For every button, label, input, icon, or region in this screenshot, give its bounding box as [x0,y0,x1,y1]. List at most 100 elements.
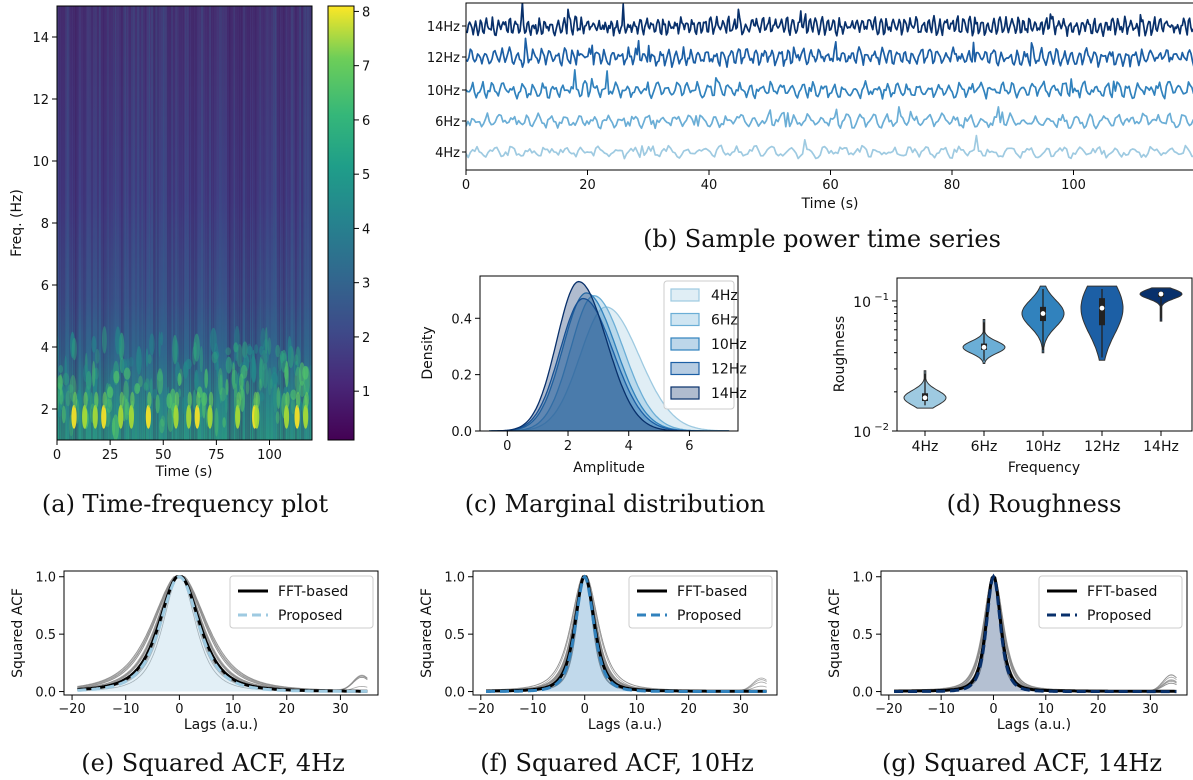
heatmap-cell [290,397,295,415]
heatmap-stripe [171,6,173,440]
heatmap-stripe [239,6,243,440]
acf-ytick-label: 1.0 [35,571,56,586]
heatmap-warm-spot [208,391,214,408]
heatmap-xtick-label: 100 [257,448,282,463]
heatmap-stripe [59,6,61,440]
acf-xtick-label: 20 [278,702,295,717]
heatmap-warm-spot [130,391,135,408]
colorbar-tick-label: 1 [362,385,370,400]
heatmap-cell [94,367,99,380]
time-series-ytick-label: 14Hz [427,20,460,35]
heatmap-stripe [209,6,211,440]
acf-ytick-label: 0.5 [852,628,873,643]
caption-f: (f) Squared ACF, 10Hz [480,749,753,777]
heatmap-hot-spot [283,404,290,429]
heatmap-stripe [283,6,286,440]
acf-xtick-label: 0 [175,702,183,717]
heatmap-stripe [289,6,291,440]
heatmap-stripe [277,6,281,440]
heatmap-stripe [293,6,297,440]
acf-legend-box [628,575,773,629]
heatmap-stripe [213,6,215,440]
heatmap-stripe [155,6,159,440]
heatmap-stripe [261,6,264,440]
heatmap-hot-spot [145,404,151,429]
heatmap-stripe [187,6,189,440]
acf-xlabel: Lags (a.u.) [184,717,258,733]
acf-ytick-label: 0.5 [444,628,465,643]
heatmap-stripe [251,6,253,440]
heatmap-stripe [175,6,179,440]
acf-xtick-label: 20 [680,702,697,717]
acf-frame [880,570,1188,696]
roughness-xtick-label: 12Hz [1084,439,1120,455]
heatmap-xtick-label: 0 [53,448,61,463]
heatmap-stripe [211,6,213,440]
heatmap-cell [204,368,208,389]
heatmap-cell [267,367,272,396]
heatmap-cell [269,378,273,390]
heatmap-cell [138,375,143,388]
heatmap-stripe [269,6,271,440]
heatmap-ylabel: Freq. (Hz) [9,189,25,257]
heatmap-stripe [173,6,176,440]
heatmap-stripe [83,6,86,440]
heatmap-stripe [225,6,228,440]
acf-xtick-label: 10 [1037,702,1054,717]
acf-xtick-label: 30 [332,702,349,717]
heatmap-stripe [227,6,231,440]
heatmap-stripe [303,6,307,440]
colorbar-tick-label: 4 [362,222,370,237]
acf-legend-label: FFT-based [1087,584,1157,600]
acf-xtick-label: 0 [581,702,589,717]
heatmap-hot-spot [101,404,107,429]
time-series-xtick-label: 60 [822,178,839,193]
caption-e: (e) Squared ACF, 4Hz [81,749,345,777]
acf-proposed-line [486,574,767,693]
heatmap-ytick-label: 14 [32,31,49,46]
heatmap-cell [156,368,164,395]
heatmap-cell [247,345,253,356]
colorbar-ticks: 1 2 3 4 5 6 7 8 [354,5,370,400]
heatmap-warm-spot [236,391,241,408]
roughness-xtick-label: 14Hz [1143,439,1179,455]
roughness-ylabel: Roughness [832,316,848,392]
heatmap-cell [293,360,299,376]
heatmap-cell [166,393,173,409]
heatmap-stripe [125,6,127,440]
heatmap-stripe [153,6,157,440]
colorbar-tick-label: 2 [362,331,370,346]
heatmap-cell [272,383,277,408]
heatmap-hot-spots [57,325,312,440]
heatmap-stripe [255,6,258,440]
heatmap-stripe [135,6,138,440]
time-series-xtick-label: 80 [944,178,961,193]
heatmap-ytick-label: 2 [41,403,49,418]
heatmap-stripe [113,6,115,440]
heatmap-stripe [285,6,288,440]
heatmap-stripe [253,6,256,440]
heatmap-ytick-label: 6 [41,279,49,294]
heatmap-cell [58,365,64,374]
roughness-ytick-label: 10 [853,295,871,311]
heatmap-cell [67,384,74,393]
density-legend-swatch [670,361,700,376]
heatmap-cell [91,335,97,353]
density-legend-swatch [670,288,700,302]
acf-legend-label: FFT-based [278,584,348,600]
heatmap-cell [136,345,142,375]
density-xtick-label: 4 [625,439,633,454]
heatmap-cell [271,371,278,388]
caption-a: (a) Time-frequency plot [42,490,329,518]
acf-xtick-label: 0 [989,702,997,717]
heatmap-warm-spot [72,391,78,408]
heatmap-cell [62,372,70,386]
time-series-ytick-label: 10Hz [427,84,460,99]
violin-median [1158,291,1164,297]
heatmap-cell [213,350,220,360]
heatmap-hot-spot [128,404,134,429]
heatmap-stripe [263,6,267,440]
heatmap-stripe [141,6,144,440]
heatmap-cell [143,382,149,391]
